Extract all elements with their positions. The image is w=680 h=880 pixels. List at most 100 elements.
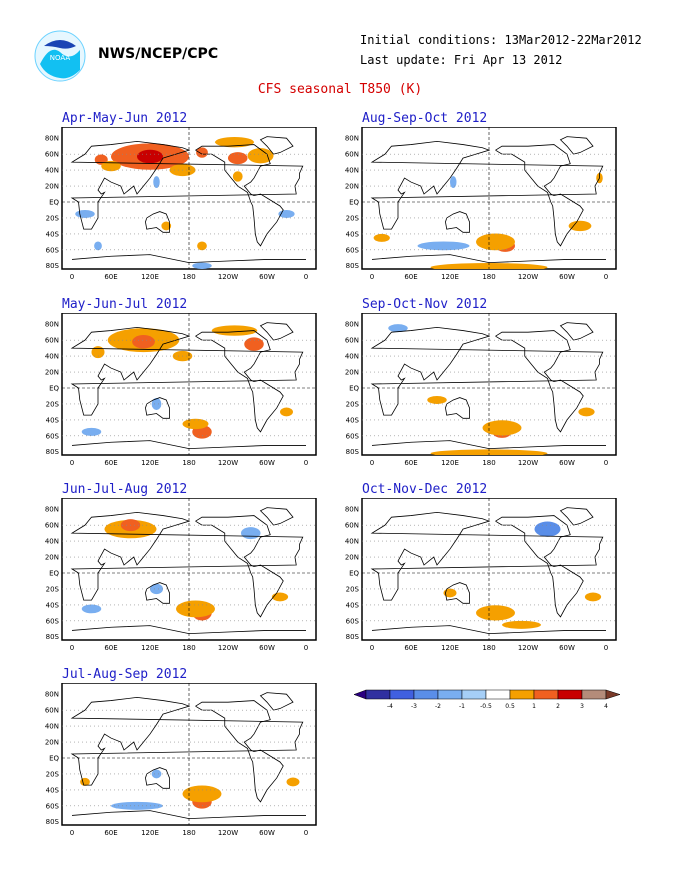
colorbar-segment [461, 689, 487, 700]
lat-tick-label: 80S [46, 818, 60, 826]
colorbar-label: -1 [459, 703, 465, 710]
lat-tick-label: 60N [345, 522, 359, 530]
lat-tick-label: 20N [345, 369, 359, 377]
lat-tick-label: 60S [46, 617, 60, 625]
panel-title: Oct-Nov-Dec 2012 [362, 482, 488, 497]
anomaly-patch [280, 407, 293, 417]
colorbar-segment [557, 689, 583, 700]
lat-tick-label: 20S [46, 400, 60, 408]
lat-tick-label: 20S [346, 585, 360, 593]
org-name: NWS/NCEP/CPC [98, 46, 219, 62]
lat-tick-label: 40N [345, 167, 359, 175]
lat-tick-label: 80S [46, 448, 60, 456]
colorbar-label: 1 [532, 703, 536, 710]
lat-tick-label: 20N [45, 554, 59, 562]
anomaly-patch [94, 241, 102, 251]
lon-tick-label: 60W [259, 273, 275, 281]
lat-tick-label: 20S [46, 770, 60, 778]
colorbar-segment [533, 689, 559, 700]
colorbar-arrow-right [605, 689, 621, 700]
colorbar-segment [365, 689, 391, 700]
map-panel: 80N 60N 40N 20N EQ 20S 40S 60S 80S 0 60E 120E 180 120… [45, 127, 317, 281]
lat-tick-label: 20S [46, 214, 60, 222]
anomaly-patch [153, 176, 160, 189]
colorbar-segment [485, 689, 511, 700]
coastline [559, 322, 594, 341]
anomaly-patch [228, 152, 248, 165]
anomaly-patch [81, 427, 102, 436]
colorbar-segment [509, 689, 535, 700]
anomaly-patch [568, 220, 592, 232]
lat-tick-label: EQ [349, 570, 359, 578]
anomaly-patch [271, 592, 289, 602]
lon-tick-label: 120E [441, 459, 459, 467]
page-title: CFS seasonal T850 (K) [257, 82, 423, 97]
lon-tick-label: 60W [259, 829, 275, 837]
anomaly-patch [101, 160, 121, 172]
lat-tick-label: 80S [346, 448, 360, 456]
lat-tick-label: 20N [45, 369, 59, 377]
lat-tick-label: 60S [346, 432, 360, 440]
map-panel: 80N 60N 40N 20N EQ 20S 40S 60S 80S 0 60E 120E 180 120… [345, 498, 617, 652]
lat-tick-label: 40S [46, 230, 60, 238]
lat-tick-label: 60N [45, 337, 59, 345]
panel-title: Sep-Oct-Nov 2012 [362, 297, 488, 312]
colorbar-segment [437, 689, 463, 700]
anomaly-patch [151, 397, 162, 410]
lon-tick-label: 120E [141, 459, 159, 467]
colorbar-label: -4 [387, 703, 393, 710]
anomaly-patch [417, 241, 470, 251]
lat-tick-label: 40S [346, 416, 360, 424]
lon-tick-label: 60E [104, 273, 117, 281]
map-panel: 80N 60N 40N 20N EQ 20S 40S 60S 80S 0 60E 120E 180 120… [45, 313, 317, 467]
lon-tick-label: 0 [304, 644, 308, 652]
lon-tick-label: 0 [70, 829, 74, 837]
colorbar-label: -3 [411, 703, 417, 710]
anomaly-patch [388, 324, 408, 333]
anomaly-patch [502, 620, 541, 629]
lat-tick-label: 80N [45, 135, 59, 143]
lon-tick-label: 120E [141, 644, 159, 652]
svg-text:NOAA: NOAA [50, 54, 71, 62]
anomaly-patch [578, 407, 595, 417]
lon-tick-label: 0 [70, 459, 74, 467]
panel-title: May-Jun-Jul 2012 [62, 297, 188, 312]
lat-tick-label: EQ [349, 385, 359, 393]
lon-tick-label: 120W [218, 459, 238, 467]
coastline [495, 515, 584, 618]
anomaly-patch [476, 605, 515, 621]
lon-tick-label: 120E [441, 273, 459, 281]
lon-tick-label: 120E [141, 273, 159, 281]
lon-tick-label: 180 [182, 829, 195, 837]
lon-tick-label: 0 [370, 459, 374, 467]
anomaly-patch [161, 221, 172, 231]
lat-tick-label: 40S [346, 230, 360, 238]
anomaly-patch [286, 777, 300, 787]
lat-tick-label: 60S [346, 617, 360, 625]
lat-tick-label: 40S [46, 601, 60, 609]
coastline [70, 511, 304, 601]
initial-conditions: Initial conditions: 13Mar2012-22Mar2012 [360, 33, 642, 47]
colorbar-label: 0.5 [505, 703, 515, 710]
lon-tick-label: 0 [304, 273, 308, 281]
coastline [259, 507, 294, 526]
lat-tick-label: EQ [49, 385, 59, 393]
lat-tick-label: 20S [346, 214, 360, 222]
lon-tick-label: 60E [404, 273, 417, 281]
coastline [70, 140, 304, 230]
panel-title: Aug-Sep-Oct 2012 [362, 111, 488, 126]
lon-tick-label: 120W [518, 273, 538, 281]
lat-tick-label: 40N [45, 167, 59, 175]
anomaly-patch [132, 334, 155, 349]
lon-tick-label: 0 [604, 459, 608, 467]
map-panel: 80N 60N 40N 20N EQ 20S 40S 60S 80S 0 60E 120E 180 120… [345, 313, 617, 467]
colorbar-segment [389, 689, 415, 700]
coastline [370, 326, 604, 416]
lon-tick-label: 120W [518, 644, 538, 652]
lon-tick-label: 0 [370, 644, 374, 652]
noaa-logo-icon: NOAA [34, 30, 86, 82]
lat-tick-label: 80S [46, 262, 60, 270]
anomaly-patch [482, 420, 522, 436]
lat-tick-label: 40N [45, 538, 59, 546]
anomaly-patch [192, 262, 212, 269]
